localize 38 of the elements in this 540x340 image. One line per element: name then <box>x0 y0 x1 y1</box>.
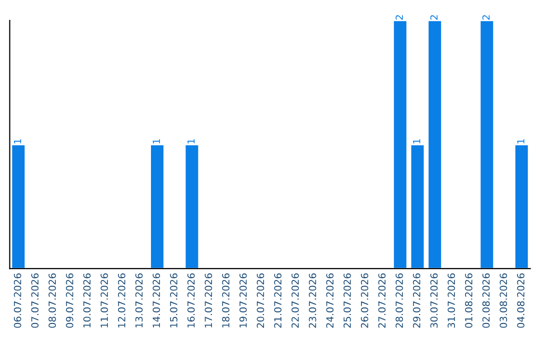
x-tick-label: 07.07.2026 <box>31 273 39 328</box>
x-tick-label: 28.07.2026 <box>396 273 403 328</box>
x-tick-label: 29.07.2026 <box>412 273 420 328</box>
x-tick-label: 14.07.2026 <box>152 273 160 328</box>
data-label: 1 <box>14 139 22 144</box>
x-tick-label: 04.08.2026 <box>517 273 524 328</box>
data-label: 1 <box>413 139 420 144</box>
x-tick-label: 25.07.2026 <box>344 273 351 328</box>
x-tick-label: 26.07.2026 <box>360 273 368 328</box>
x-tick-label: 18.07.2026 <box>222 273 230 328</box>
data-label: 2 <box>430 15 438 20</box>
x-tick-label: 15.07.2026 <box>170 273 178 328</box>
x-tick-label: 19.07.2026 <box>239 273 247 328</box>
x-tick-label: 20.07.2026 <box>256 273 264 328</box>
x-tick-label: 11.07.2026 <box>100 273 108 328</box>
x-tick-label: 21.07.2026 <box>274 273 282 328</box>
x-tick-label: 22.07.2026 <box>291 273 299 328</box>
x-tick-label: 09.07.2026 <box>66 273 74 328</box>
x-tick-label: 02.08.2026 <box>482 273 490 328</box>
x-tick-label: 06.07.2026 <box>14 273 22 328</box>
x-tick-label: 27.07.2026 <box>378 273 386 328</box>
data-label: 1 <box>188 139 195 144</box>
x-tick-label: 13.07.2026 <box>135 273 143 328</box>
x-tick-label: 23.07.2026 <box>308 273 316 328</box>
x-tick-label: 10.07.2026 <box>83 273 91 328</box>
data-label: 2 <box>396 15 403 20</box>
x-tick-label: 08.07.2026 <box>48 273 56 328</box>
data-label: 1 <box>517 139 524 144</box>
x-tick-label: 03.08.2026 <box>500 273 508 328</box>
x-tick-label: 31.07.2026 <box>448 273 456 328</box>
x-tick-label: 30.07.2026 <box>430 273 438 328</box>
x-tick-label: 17.07.2026 <box>204 273 212 328</box>
x-tick-label: 12.07.2026 <box>118 273 126 328</box>
x-tick-label: 16.07.2026 <box>187 273 195 328</box>
data-label: 1 <box>152 139 160 144</box>
x-tick-label: 01.08.2026 <box>465 273 472 328</box>
x-tick-label: 24.07.2026 <box>326 273 334 328</box>
data-label: 2 <box>482 15 490 20</box>
